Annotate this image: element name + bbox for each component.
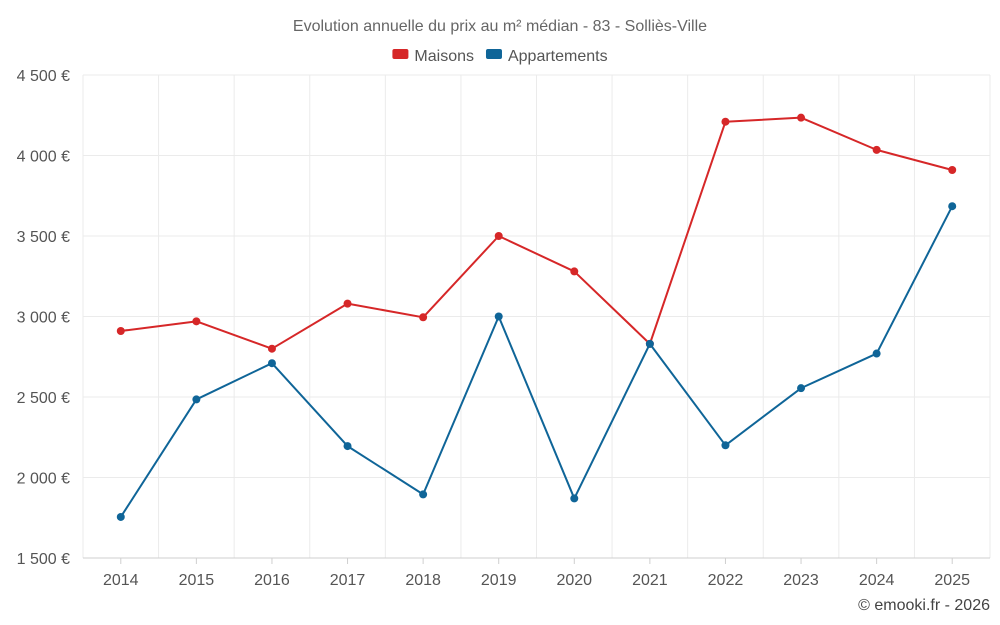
y-tick-label: 1 500 € — [17, 551, 70, 568]
y-tick-label: 4 500 € — [17, 68, 70, 85]
legend-swatch — [485, 49, 502, 59]
y-tick-label: 4 000 € — [17, 149, 70, 166]
series-maisons — [116, 113, 957, 353]
data-point[interactable] — [343, 299, 352, 308]
legend: Maisons Appartements — [392, 48, 608, 65]
y-tick-label: 3 000 € — [17, 310, 70, 327]
data-point[interactable] — [494, 312, 503, 321]
legend-label: Maisons — [414, 48, 474, 65]
data-point[interactable] — [570, 494, 579, 503]
x-tick-label: 2016 — [254, 572, 290, 589]
x-tick-label: 2014 — [103, 572, 139, 589]
chart-title: Evolution annuelle du prix au m² médian … — [293, 18, 707, 35]
data-point[interactable] — [419, 313, 428, 322]
data-point[interactable] — [872, 349, 881, 358]
x-tick-label: 2015 — [179, 572, 215, 589]
x-tick-label: 2019 — [481, 572, 517, 589]
axes: 1 500 € 2 000 € 2 500 € 3 000 € 3 500 € 4 000… — [17, 68, 990, 589]
y-tick-label: 2 500 € — [17, 390, 70, 407]
data-point[interactable] — [948, 165, 957, 174]
y-tick-label: 3 500 € — [17, 229, 70, 246]
legend-item-maisons[interactable]: Maisons — [392, 48, 474, 65]
data-point[interactable] — [192, 317, 201, 326]
legend-label: Appartements — [508, 48, 608, 65]
data-point[interactable] — [116, 512, 125, 521]
data-point[interactable] — [721, 441, 730, 450]
legend-swatch — [392, 49, 409, 59]
data-point[interactable] — [797, 113, 806, 122]
series-line-maisons — [120, 116, 953, 350]
data-point[interactable] — [721, 117, 730, 126]
legend-item-appartements[interactable]: Appartements — [485, 48, 608, 65]
grid — [82, 74, 991, 559]
x-tick-label: 2023 — [783, 572, 819, 589]
credit-text: © emooki.fr - 2026 — [858, 597, 990, 614]
data-point[interactable] — [192, 395, 201, 404]
x-tick-label: 2021 — [632, 572, 668, 589]
x-tick-label: 2024 — [859, 572, 895, 589]
x-tick-label: 2018 — [405, 572, 441, 589]
x-tick-label: 2022 — [708, 572, 744, 589]
y-tick-label: 2 000 € — [17, 471, 70, 488]
series-line-appartements — [119, 205, 954, 518]
data-point[interactable] — [797, 384, 806, 393]
data-point[interactable] — [570, 267, 579, 276]
data-point[interactable] — [419, 490, 428, 499]
series-layer — [116, 113, 957, 521]
data-point[interactable] — [948, 202, 957, 211]
x-tick-label: 2017 — [330, 572, 366, 589]
data-point[interactable] — [267, 344, 276, 353]
data-point[interactable] — [116, 326, 125, 335]
data-point[interactable] — [872, 145, 881, 154]
data-point[interactable] — [494, 232, 503, 240]
x-tick-label: 2025 — [934, 572, 970, 589]
x-tick-label: 2020 — [556, 572, 592, 589]
data-point[interactable] — [645, 339, 654, 348]
data-point[interactable] — [343, 442, 352, 451]
series-appartements — [116, 202, 957, 521]
data-point[interactable] — [267, 359, 276, 368]
